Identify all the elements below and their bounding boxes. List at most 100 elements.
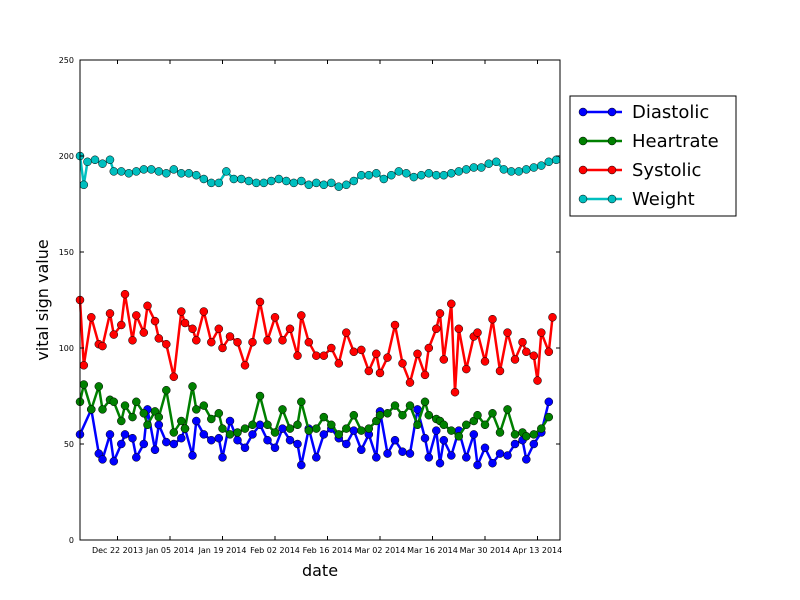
- data-point: [327, 178, 336, 188]
- data-point: [484, 159, 494, 168]
- series-diastolic: [75, 397, 554, 470]
- data-point: [274, 174, 284, 184]
- data-point: [285, 424, 295, 433]
- data-point: [447, 426, 456, 435]
- data-point: [488, 314, 497, 324]
- data-point: [432, 170, 441, 180]
- data-point: [435, 458, 445, 468]
- x-axis-title: date: [302, 561, 338, 580]
- data-point: [349, 426, 359, 435]
- data-point: [214, 178, 224, 188]
- data-point: [529, 430, 539, 439]
- data-point: [447, 299, 456, 309]
- data-point: [120, 430, 130, 439]
- data-point: [150, 316, 160, 326]
- data-point: [278, 405, 287, 414]
- data-point: [529, 439, 539, 449]
- data-point: [278, 336, 287, 345]
- data-point: [162, 339, 171, 349]
- data-point: [180, 318, 190, 328]
- data-point: [154, 167, 164, 176]
- legend-marker: [578, 194, 588, 204]
- data-point: [270, 443, 280, 453]
- x-tick-label: Apr 13 2014: [513, 546, 562, 555]
- data-point: [439, 355, 449, 364]
- data-point: [154, 412, 164, 422]
- data-point: [233, 337, 242, 347]
- data-point: [128, 336, 137, 345]
- legend-label: Systolic: [632, 160, 701, 181]
- data-point: [499, 165, 509, 174]
- data-point: [420, 433, 430, 443]
- data-point: [349, 347, 359, 357]
- data-point: [533, 376, 542, 385]
- data-point: [169, 428, 179, 437]
- data-point: [132, 167, 141, 176]
- data-point: [372, 453, 381, 462]
- data-point: [492, 157, 501, 167]
- data-point: [312, 453, 321, 462]
- data-point: [139, 409, 149, 418]
- legend-marker: [607, 194, 617, 204]
- data-point: [87, 405, 96, 414]
- data-point: [454, 432, 464, 441]
- data-point: [98, 405, 107, 414]
- data-point: [375, 368, 385, 378]
- data-point: [319, 351, 329, 360]
- data-point: [109, 397, 119, 407]
- data-point: [192, 170, 201, 180]
- data-point: [473, 328, 482, 337]
- data-point: [334, 430, 344, 439]
- data-point: [390, 320, 400, 330]
- data-point: [510, 439, 520, 449]
- data-point: [225, 430, 235, 439]
- data-point: [278, 424, 287, 433]
- data-point: [132, 453, 141, 462]
- data-point: [192, 405, 201, 414]
- data-point: [537, 328, 546, 337]
- data-point: [207, 178, 216, 188]
- data-point: [488, 458, 497, 468]
- data-point: [495, 449, 505, 458]
- data-point: [207, 337, 216, 347]
- legend-label: Diastolic: [632, 102, 709, 123]
- data-point: [334, 359, 344, 368]
- data-point: [413, 349, 422, 359]
- data-point: [503, 328, 512, 337]
- data-point: [229, 174, 239, 184]
- data-point: [120, 289, 130, 299]
- data-point: [480, 420, 490, 430]
- data-point: [233, 428, 242, 437]
- data-point: [177, 307, 186, 316]
- data-point: [469, 163, 479, 172]
- data-point: [218, 453, 227, 462]
- data-point: [259, 178, 269, 188]
- data-point: [117, 320, 126, 330]
- data-point: [495, 366, 505, 376]
- data-point: [409, 172, 419, 182]
- data-point: [199, 430, 209, 439]
- data-point: [319, 430, 329, 439]
- data-point: [488, 409, 497, 418]
- data-point: [364, 366, 374, 376]
- data-point: [109, 167, 119, 176]
- data-point: [139, 165, 149, 174]
- data-point: [98, 159, 107, 168]
- data-point: [180, 424, 190, 433]
- data-point: [207, 435, 216, 445]
- x-tick-label: Mar 02 2014: [355, 546, 406, 555]
- series-layer: [75, 151, 561, 470]
- data-point: [372, 169, 381, 178]
- data-point: [255, 297, 265, 307]
- data-point: [83, 157, 92, 167]
- series-systolic: [75, 289, 557, 397]
- data-point: [98, 455, 107, 464]
- data-point: [293, 439, 302, 449]
- y-tick-label: 250: [59, 56, 74, 65]
- data-point: [342, 180, 351, 190]
- data-point: [454, 167, 464, 176]
- data-point: [188, 324, 197, 334]
- data-point: [357, 345, 366, 355]
- data-point: [390, 401, 400, 410]
